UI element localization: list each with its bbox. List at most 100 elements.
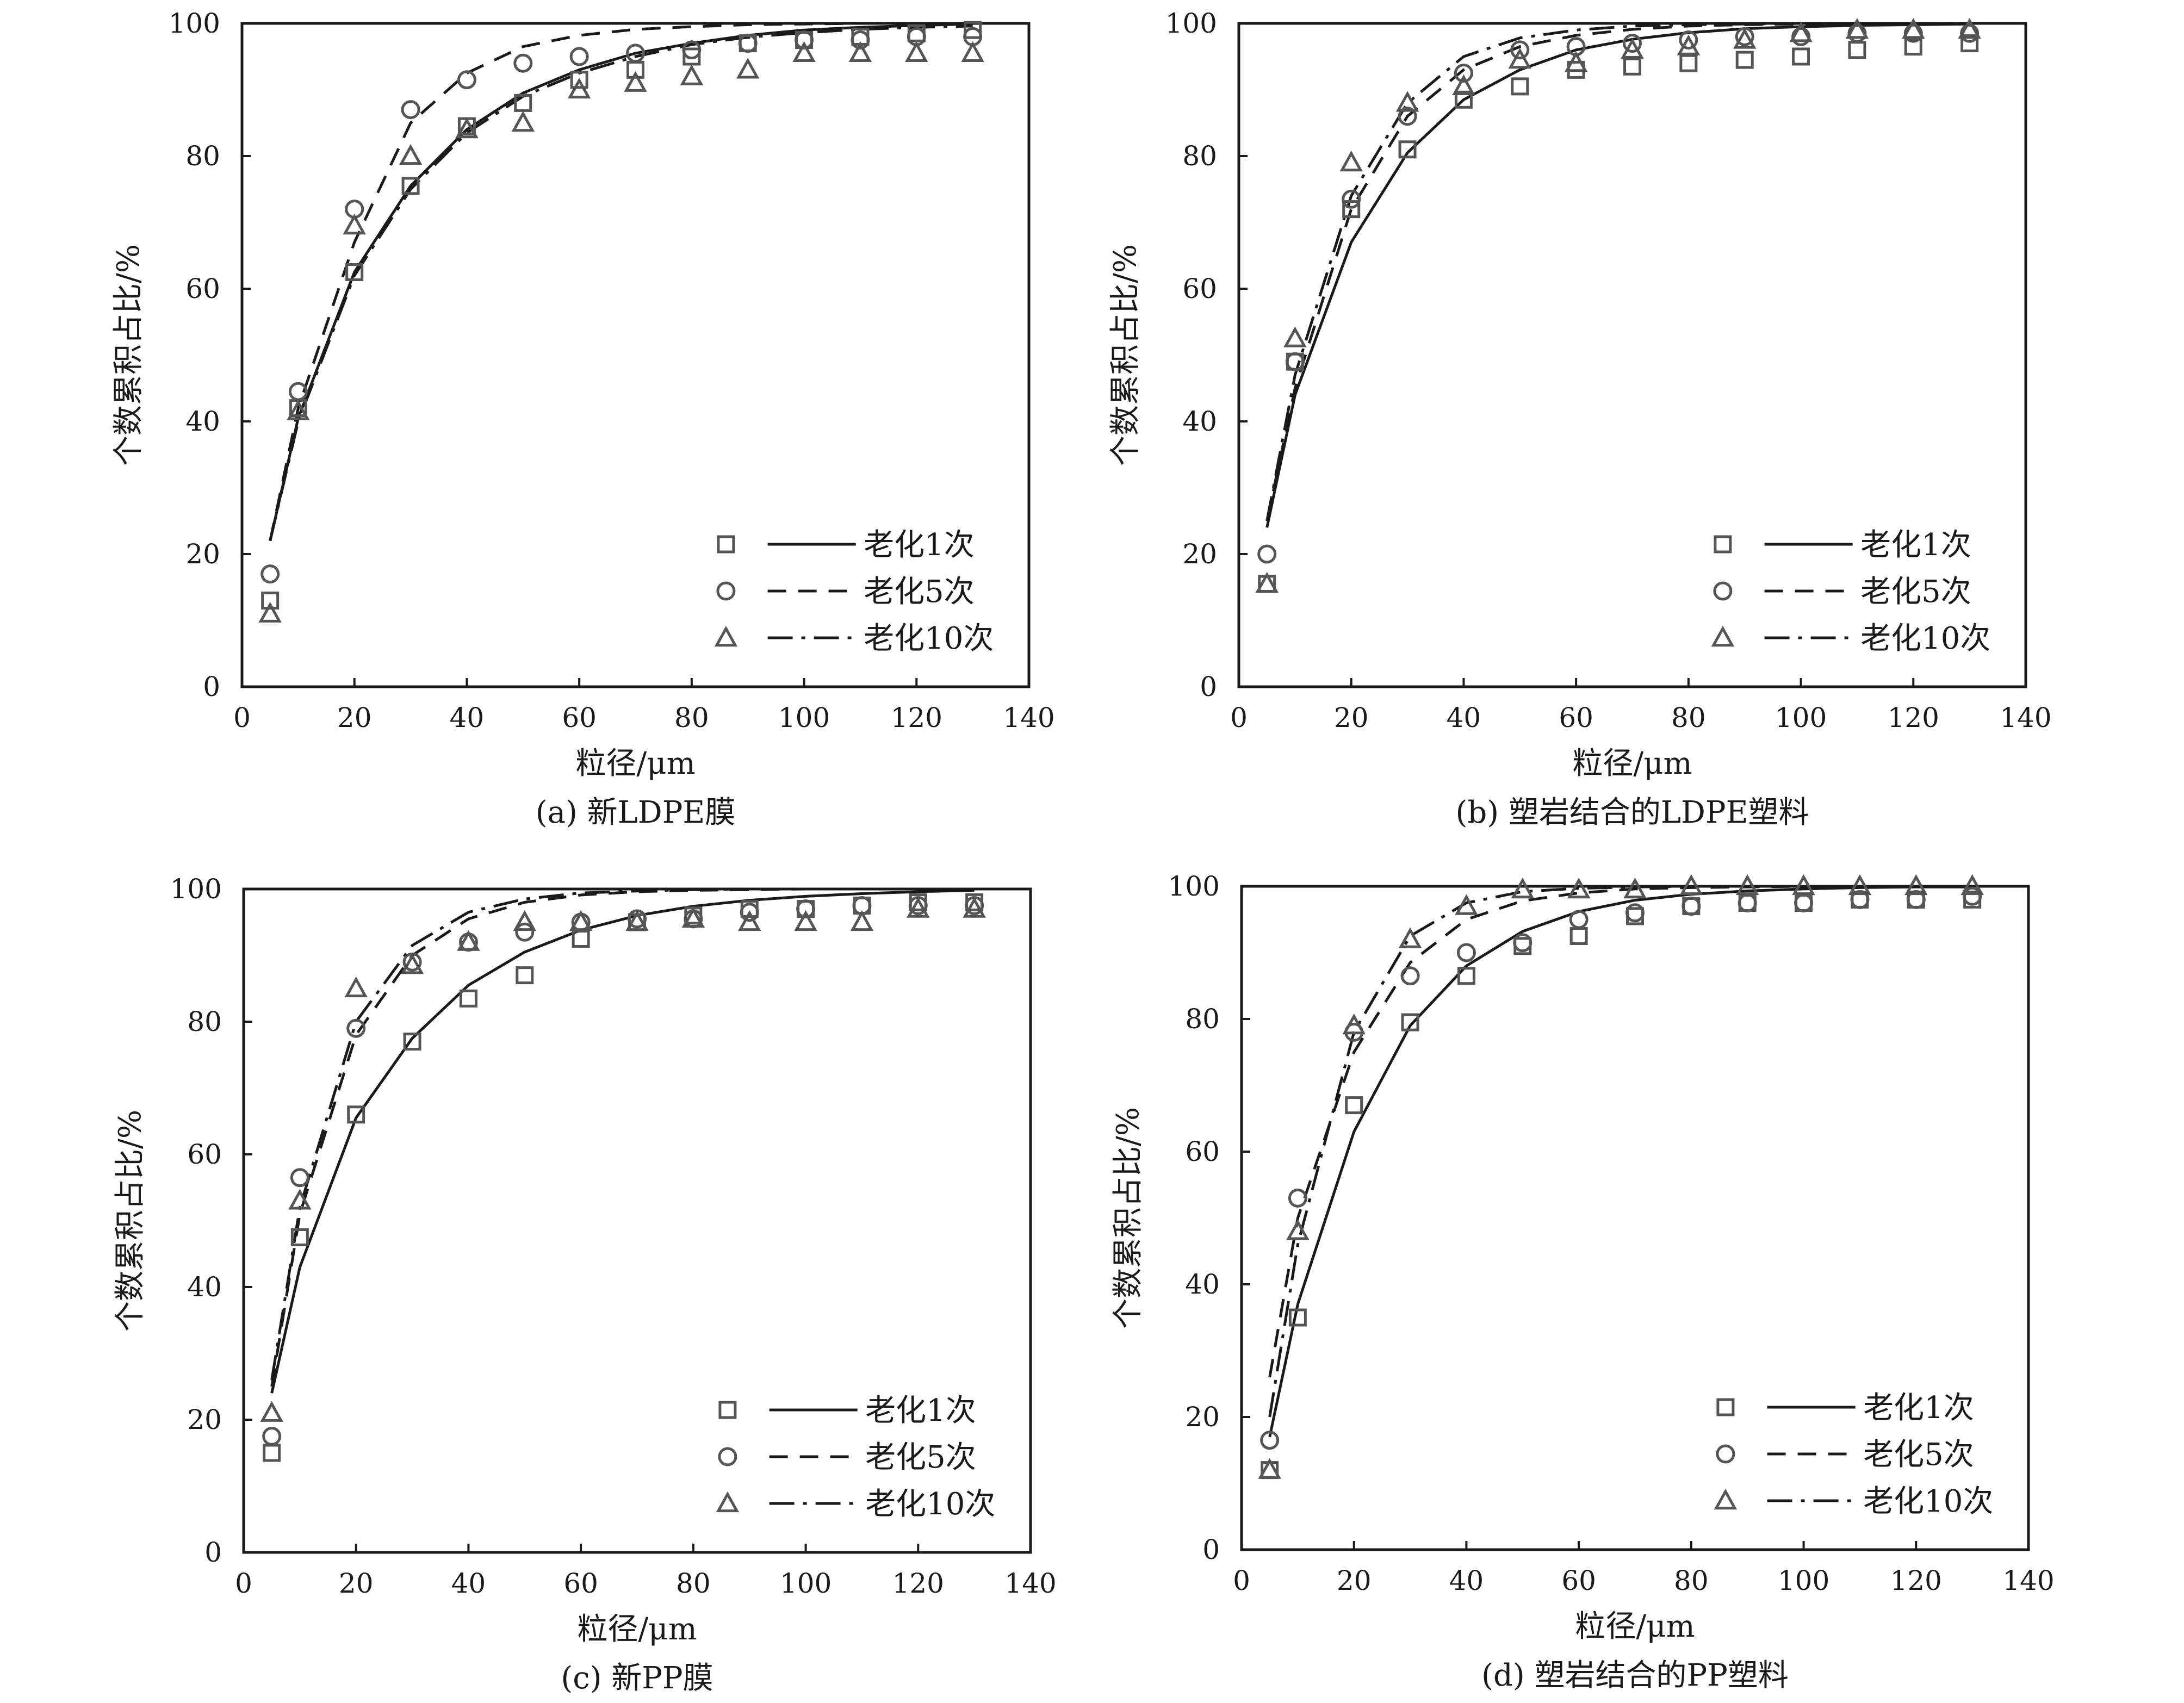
data-point-series-3 bbox=[963, 897, 986, 918]
data-point-series-3 bbox=[1567, 877, 1591, 899]
fit-curve-series-2 bbox=[1265, 22, 1970, 521]
panel-caption: (b) 塑岩结合的LDPE塑料 bbox=[1456, 795, 1809, 830]
x-tick-label: 120 bbox=[891, 702, 942, 734]
legend-label: 老化1次 bbox=[1860, 527, 1971, 563]
data-point-series-2 bbox=[1679, 30, 1698, 49]
data-point-series-2 bbox=[260, 564, 280, 584]
x-tick-label: 40 bbox=[1449, 1565, 1484, 1596]
y-tick-label: 80 bbox=[187, 1006, 222, 1037]
legend-marker-triangle bbox=[1714, 1488, 1738, 1510]
legend-marker-circle bbox=[718, 1447, 737, 1466]
data-point-series-2 bbox=[1400, 966, 1420, 986]
y-axis-label: 个数累积占比/% bbox=[111, 244, 146, 466]
y-tick-label: 100 bbox=[169, 8, 220, 39]
data-point-series-2 bbox=[569, 47, 589, 66]
data-point-series-3 bbox=[1283, 326, 1307, 347]
x-tick-label: 40 bbox=[450, 702, 485, 734]
data-point-series-3 bbox=[907, 897, 930, 918]
data-point-series-3 bbox=[681, 906, 705, 928]
data-point-series-2 bbox=[1569, 910, 1589, 929]
data-point-series-3 bbox=[1904, 874, 1928, 896]
x-tick-label: 80 bbox=[1671, 702, 1706, 734]
chart-panel-d: 0 20 40 60 80 100 120 140 0 20 40 60 80 100 粒径/μm 个数累积占… bbox=[1110, 871, 2055, 1693]
x-tick-label: 140 bbox=[2000, 702, 2051, 734]
chart-panel-a: 0 20 40 60 80 100 120 140 0 20 40 60 80 100 粒径/μm 个数累积占… bbox=[111, 8, 1055, 830]
y-tick-label: 40 bbox=[1182, 406, 1217, 437]
data-point-series-2 bbox=[1257, 544, 1277, 564]
panel-caption: (a) 新LDPE膜 bbox=[536, 795, 736, 830]
data-point-series-2 bbox=[1510, 40, 1530, 60]
fit-curve-series-1 bbox=[269, 22, 973, 542]
legend-marker-circle bbox=[716, 581, 736, 601]
x-tick-label: 20 bbox=[1337, 1565, 1372, 1596]
data-point-series-2 bbox=[1963, 886, 1982, 906]
x-tick-label: 0 bbox=[235, 1568, 252, 1599]
data-point-series-1 bbox=[290, 1228, 309, 1246]
data-point-series-2 bbox=[1454, 64, 1473, 83]
legend-marker-square bbox=[1716, 1398, 1735, 1416]
data-point-series-1 bbox=[1792, 47, 1810, 66]
y-tick-label: 0 bbox=[204, 1537, 222, 1568]
x-tick-label: 40 bbox=[1447, 702, 1481, 734]
x-axis-label: 粒径/μm bbox=[1575, 1609, 1695, 1644]
x-axis-label: 粒径/μm bbox=[577, 1612, 697, 1647]
fit-curve-series-2 bbox=[1268, 885, 1972, 1378]
data-point-series-3 bbox=[400, 953, 424, 974]
x-axis-label: 粒径/μm bbox=[1572, 746, 1692, 781]
data-point-series-1 bbox=[1679, 54, 1698, 72]
legend-label: 老化10次 bbox=[864, 621, 994, 656]
data-point-series-1 bbox=[1345, 1096, 1363, 1115]
data-point-series-2 bbox=[1513, 933, 1532, 953]
x-tick-label: 120 bbox=[892, 1568, 944, 1599]
data-point-series-2 bbox=[682, 40, 702, 60]
legend-label: 老化10次 bbox=[865, 1487, 995, 1522]
data-point-series-2 bbox=[346, 1018, 366, 1038]
x-tick-label: 20 bbox=[339, 1568, 374, 1599]
y-tick-label: 0 bbox=[1202, 1534, 1220, 1565]
data-point-series-3 bbox=[1679, 874, 1703, 896]
data-point-series-1 bbox=[1904, 38, 1922, 56]
data-point-series-3 bbox=[1623, 877, 1647, 899]
fit-curve-series-1 bbox=[1265, 22, 1970, 528]
data-point-series-1 bbox=[403, 1033, 421, 1051]
x-tick-label: 140 bbox=[1003, 702, 1054, 734]
data-point-series-1 bbox=[263, 1444, 281, 1462]
data-point-series-3 bbox=[1455, 894, 1478, 915]
data-point-series-3 bbox=[1564, 51, 1588, 72]
legend-label: 老化5次 bbox=[864, 574, 975, 610]
data-point-series-3 bbox=[624, 71, 647, 92]
data-point-series-3 bbox=[1511, 877, 1535, 899]
data-point-series-3 bbox=[344, 976, 368, 998]
x-tick-label: 0 bbox=[1230, 702, 1248, 734]
data-point-series-2 bbox=[1625, 903, 1645, 923]
x-axis-label: 粒径/μm bbox=[575, 746, 695, 781]
data-point-series-3 bbox=[850, 910, 874, 931]
data-point-series-3 bbox=[1958, 18, 1981, 39]
data-point-series-1 bbox=[1511, 77, 1529, 96]
y-tick-label: 20 bbox=[187, 1404, 222, 1435]
legend-marker-square bbox=[717, 535, 735, 554]
legend-label: 老化1次 bbox=[864, 527, 975, 563]
data-point-series-2 bbox=[851, 30, 870, 49]
data-point-series-3 bbox=[1395, 91, 1419, 112]
data-point-series-1 bbox=[1401, 1013, 1419, 1031]
data-point-series-2 bbox=[740, 903, 759, 922]
y-tick-label: 0 bbox=[1200, 671, 1217, 703]
x-tick-label: 120 bbox=[1890, 1565, 1942, 1596]
fit-curve-series-2 bbox=[269, 22, 973, 542]
y-tick-label: 20 bbox=[1182, 538, 1217, 570]
data-point-series-3 bbox=[1258, 1458, 1281, 1479]
data-point-series-3 bbox=[1255, 571, 1279, 593]
fit-curve-series-3 bbox=[1268, 885, 1972, 1418]
y-tick-label: 60 bbox=[185, 273, 220, 304]
data-point-series-2 bbox=[1285, 352, 1305, 371]
fit-curve-series-1 bbox=[270, 888, 975, 1394]
x-tick-label: 100 bbox=[1778, 1565, 1829, 1596]
fit-curve-series-1 bbox=[1268, 885, 1972, 1438]
data-point-series-3 bbox=[1286, 1219, 1310, 1240]
data-point-series-2 bbox=[1794, 893, 1814, 912]
plot-frame bbox=[242, 887, 1032, 1554]
data-point-series-3 bbox=[1789, 21, 1813, 42]
